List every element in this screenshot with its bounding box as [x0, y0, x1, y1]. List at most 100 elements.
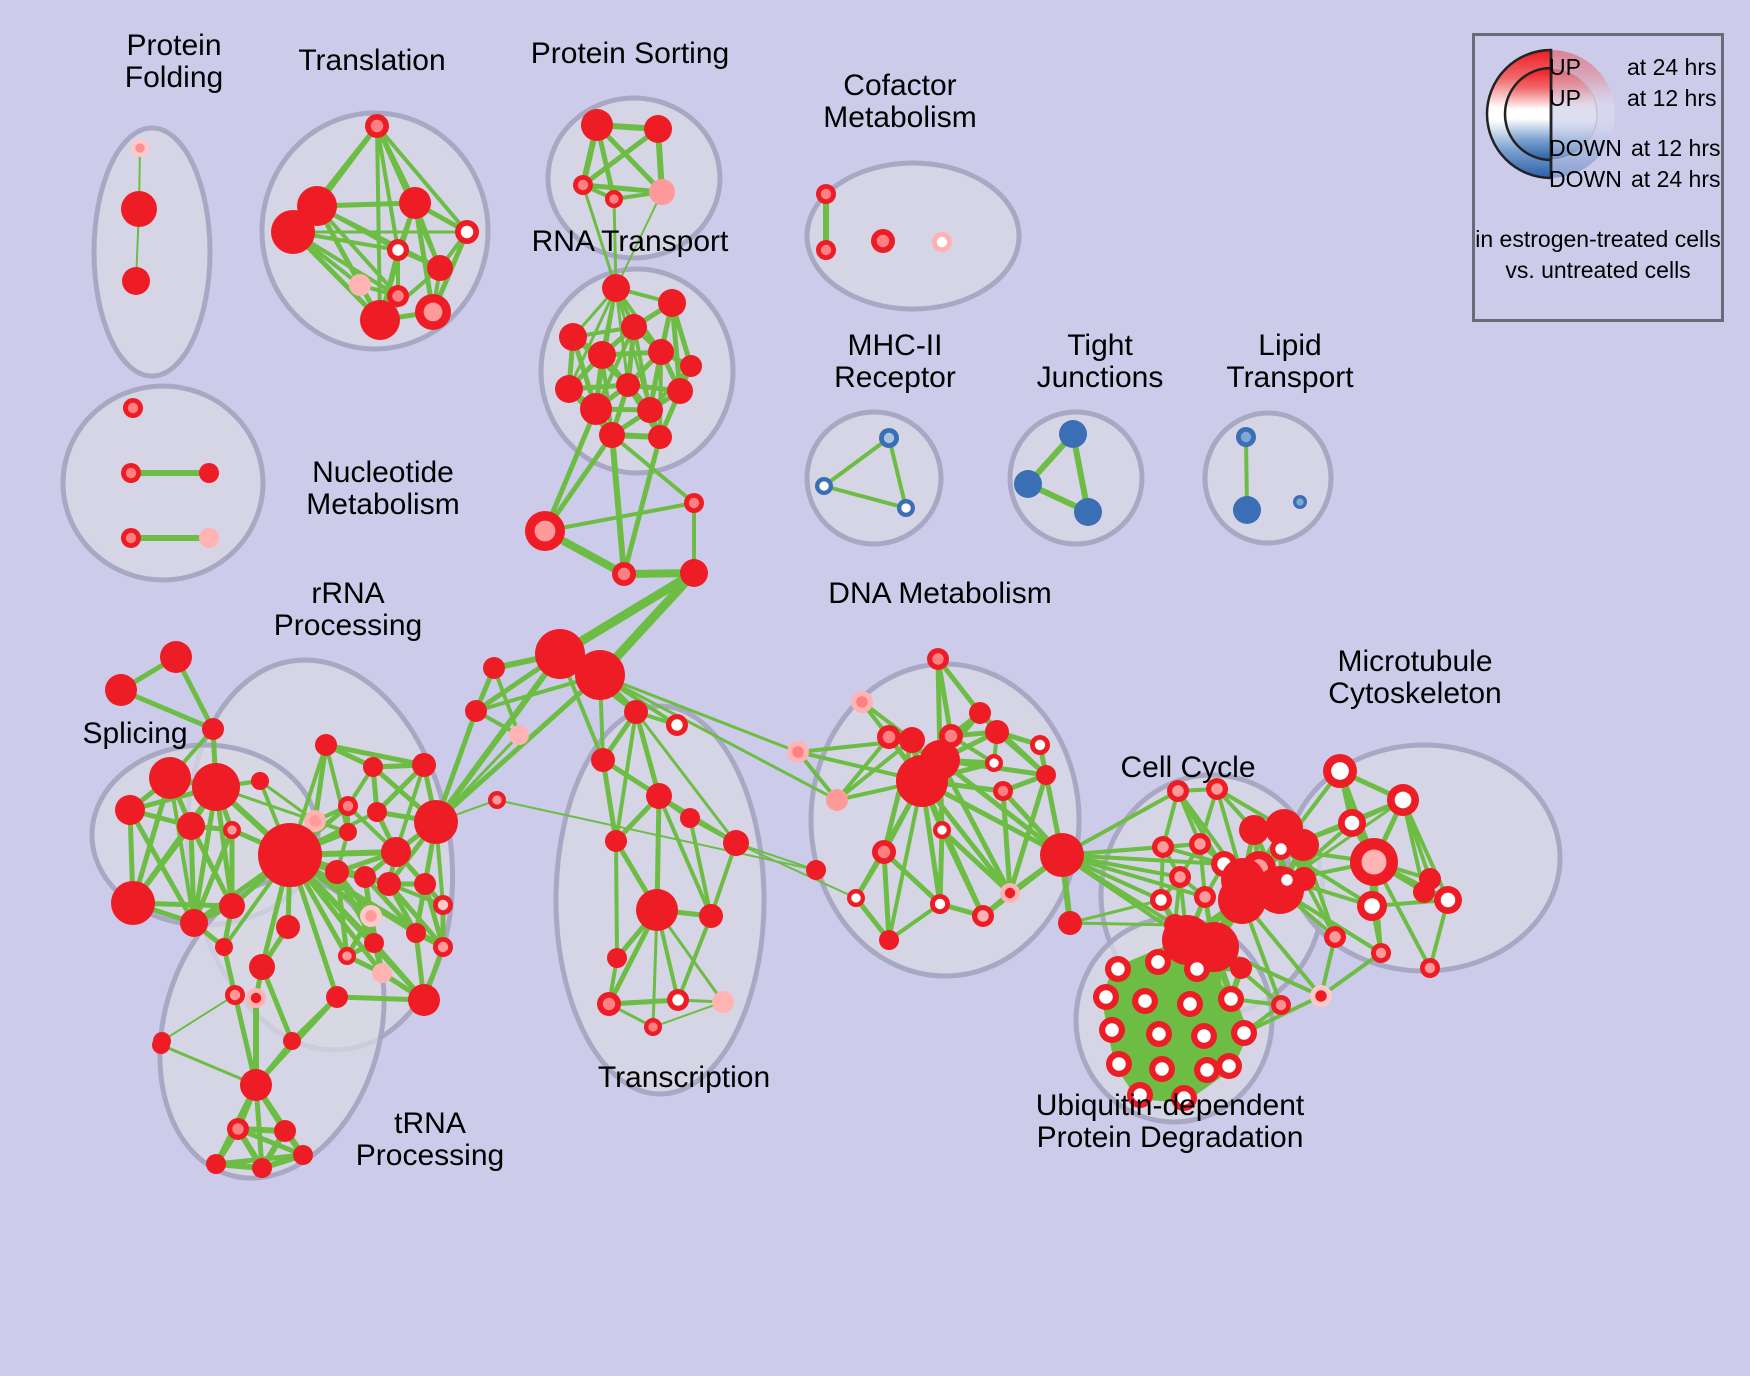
network-node[interactable] — [1218, 986, 1244, 1012]
network-node[interactable] — [1127, 1082, 1153, 1108]
network-node[interactable] — [621, 314, 647, 340]
network-node[interactable] — [325, 860, 349, 884]
network-node[interactable] — [1338, 809, 1366, 837]
network-node[interactable] — [612, 562, 636, 586]
network-node[interactable] — [177, 812, 205, 840]
network-node[interactable] — [122, 267, 150, 295]
network-node[interactable] — [1171, 1085, 1197, 1111]
network-node[interactable] — [644, 1018, 662, 1036]
network-node[interactable] — [360, 300, 400, 340]
network-node[interactable] — [1270, 838, 1292, 860]
network-node[interactable] — [879, 428, 899, 448]
network-node[interactable] — [251, 772, 269, 790]
network-node[interactable] — [667, 378, 693, 404]
network-node[interactable] — [408, 984, 440, 1016]
network-node[interactable] — [969, 702, 991, 724]
network-node[interactable] — [326, 986, 348, 1008]
network-node[interactable] — [160, 641, 192, 673]
network-node[interactable] — [648, 425, 672, 449]
network-node[interactable] — [364, 933, 384, 953]
network-node[interactable] — [304, 810, 326, 832]
network-node[interactable] — [1014, 470, 1042, 498]
network-node[interactable] — [1287, 829, 1319, 861]
network-node[interactable] — [1434, 886, 1462, 914]
network-node[interactable] — [283, 1032, 301, 1050]
network-node[interactable] — [121, 528, 141, 548]
network-node[interactable] — [105, 674, 137, 706]
network-node[interactable] — [1149, 1056, 1175, 1082]
network-node[interactable] — [680, 559, 708, 587]
network-node[interactable] — [1310, 985, 1332, 1007]
network-node[interactable] — [573, 175, 593, 195]
network-node[interactable] — [646, 783, 672, 809]
network-node[interactable] — [1074, 498, 1102, 526]
network-node[interactable] — [972, 905, 994, 927]
network-node[interactable] — [338, 796, 358, 816]
network-node[interactable] — [581, 109, 613, 141]
network-node[interactable] — [1271, 995, 1291, 1015]
network-node[interactable] — [509, 725, 529, 745]
network-node[interactable] — [363, 757, 383, 777]
network-node[interactable] — [131, 139, 149, 157]
network-node[interactable] — [219, 893, 245, 919]
network-node[interactable] — [1058, 911, 1082, 935]
network-node[interactable] — [271, 210, 315, 254]
network-node[interactable] — [525, 511, 565, 551]
network-node[interactable] — [315, 734, 337, 756]
network-node[interactable] — [246, 988, 266, 1008]
network-node[interactable] — [339, 823, 357, 841]
network-node[interactable] — [121, 191, 157, 227]
network-node[interactable] — [433, 937, 453, 957]
network-node[interactable] — [115, 795, 145, 825]
network-node[interactable] — [666, 714, 688, 736]
network-node[interactable] — [602, 274, 630, 302]
network-node[interactable] — [580, 393, 612, 425]
network-node[interactable] — [591, 748, 615, 772]
network-node[interactable] — [927, 648, 949, 670]
network-node[interactable] — [399, 187, 431, 219]
network-node[interactable] — [1293, 495, 1307, 509]
network-node[interactable] — [1167, 780, 1189, 802]
network-node[interactable] — [206, 1154, 226, 1174]
network-node[interactable] — [1059, 420, 1087, 448]
network-node[interactable] — [199, 463, 219, 483]
network-node[interactable] — [274, 1120, 296, 1142]
network-node[interactable] — [349, 274, 371, 296]
network-node[interactable] — [699, 904, 723, 928]
network-node[interactable] — [607, 948, 627, 968]
network-node[interactable] — [649, 179, 675, 205]
network-node[interactable] — [1194, 886, 1216, 908]
network-node[interactable] — [644, 115, 672, 143]
network-node[interactable] — [276, 915, 300, 939]
network-node[interactable] — [616, 373, 640, 397]
network-node[interactable] — [1030, 735, 1050, 755]
network-node[interactable] — [605, 190, 623, 208]
network-node[interactable] — [847, 889, 865, 907]
network-node[interactable] — [121, 463, 141, 483]
network-node[interactable] — [637, 397, 663, 423]
network-node[interactable] — [1000, 883, 1020, 903]
network-node[interactable] — [806, 860, 826, 880]
network-node[interactable] — [648, 339, 674, 365]
network-node[interactable] — [1184, 956, 1210, 982]
network-node[interactable] — [658, 289, 686, 317]
network-node[interactable] — [223, 821, 241, 839]
network-node[interactable] — [367, 802, 387, 822]
network-node[interactable] — [123, 398, 143, 418]
network-node[interactable] — [111, 881, 155, 925]
network-node[interactable] — [180, 909, 208, 937]
network-node[interactable] — [636, 889, 678, 931]
network-node[interactable] — [1146, 1021, 1172, 1047]
network-node[interactable] — [985, 720, 1009, 744]
network-node[interactable] — [920, 740, 960, 780]
network-node[interactable] — [387, 239, 409, 261]
network-node[interactable] — [1191, 1023, 1217, 1049]
network-node[interactable] — [427, 255, 453, 281]
network-node[interactable] — [293, 1145, 313, 1165]
network-node[interactable] — [412, 753, 436, 777]
network-node[interactable] — [1387, 784, 1419, 816]
network-node[interactable] — [712, 991, 734, 1013]
network-node[interactable] — [258, 823, 322, 887]
network-node[interactable] — [227, 1118, 249, 1140]
network-node[interactable] — [985, 754, 1003, 772]
